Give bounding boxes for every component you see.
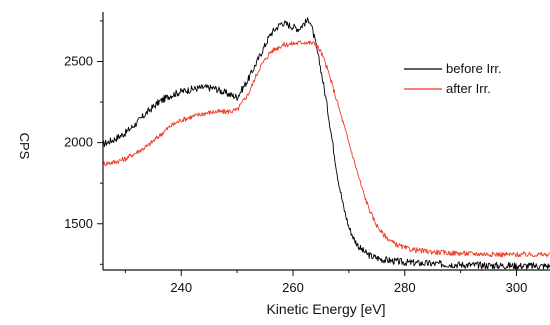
x-tick-label-0: 240 (170, 280, 192, 295)
legend-label-after: after Irr. (446, 81, 491, 96)
series-layer (102, 17, 550, 270)
legend: before Irr. after Irr. (404, 61, 502, 96)
x-axis-label: Kinetic Energy [eV] (266, 301, 385, 317)
x-tick-label-1: 260 (282, 280, 304, 295)
ticks-layer: 240 260 280 300 1500 2000 2500 (64, 20, 528, 295)
x-tick-label-3: 300 (506, 280, 528, 295)
y-tick-label-1: 2000 (64, 135, 93, 150)
series-line-1 (102, 40, 550, 258)
x-tick-label-2: 280 (394, 280, 416, 295)
legend-label-before: before Irr. (446, 61, 502, 76)
y-tick-label-0: 1500 (64, 216, 93, 231)
series-line-0 (102, 17, 550, 270)
y-tick-label-2: 2500 (64, 53, 93, 68)
y-axis-label: CPS (17, 133, 32, 160)
